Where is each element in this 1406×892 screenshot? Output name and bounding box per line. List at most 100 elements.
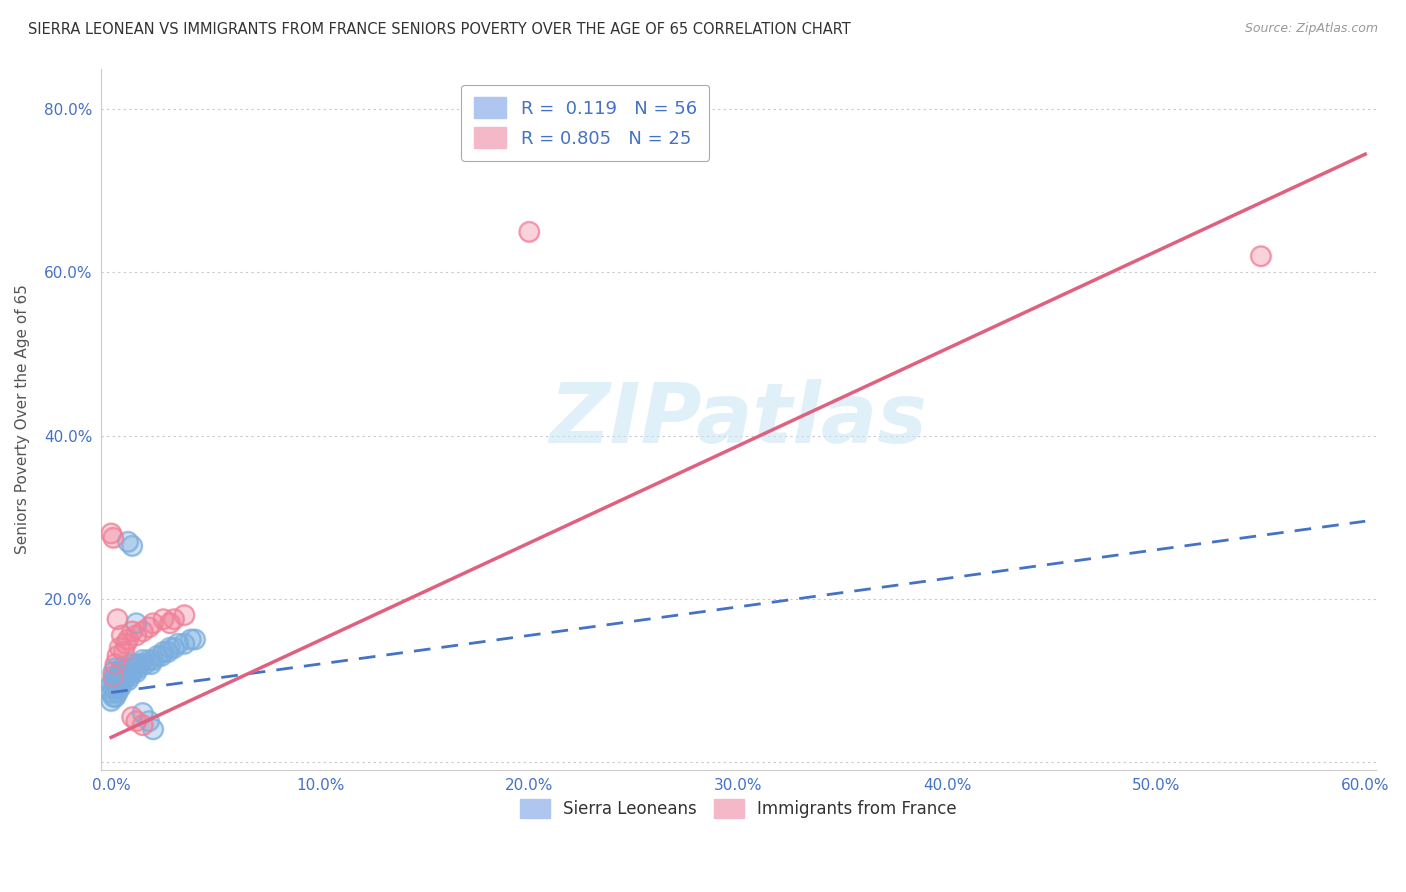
Point [150, 648, 173, 663]
Point [104, 661, 127, 675]
Point [125, 628, 148, 642]
Point [129, 657, 152, 671]
Point [111, 677, 134, 691]
Point [122, 661, 145, 675]
Point [125, 665, 148, 679]
Point [104, 681, 127, 696]
Point [103, 665, 125, 679]
Point [163, 612, 186, 626]
Point [118, 661, 141, 675]
Point [100, 685, 122, 699]
Point [150, 648, 173, 663]
Point [111, 677, 134, 691]
Point [114, 661, 136, 675]
Point [125, 657, 148, 671]
Point [114, 661, 136, 675]
Point [122, 661, 145, 675]
Point [142, 616, 165, 631]
Point [117, 665, 139, 679]
Point [156, 645, 179, 659]
Point [108, 665, 131, 679]
Point [108, 681, 131, 696]
Point [112, 645, 135, 659]
Point [152, 645, 174, 659]
Point [114, 669, 136, 683]
Point [125, 616, 148, 631]
Point [108, 640, 131, 655]
Point [111, 628, 134, 642]
Point [111, 628, 134, 642]
Point [121, 624, 143, 639]
Text: ZIPatlas: ZIPatlas [550, 379, 927, 459]
Point [107, 677, 129, 691]
Point [146, 648, 169, 663]
Point [117, 534, 139, 549]
Point [112, 673, 135, 688]
Point [1250, 249, 1272, 263]
Point [127, 661, 149, 675]
Point [121, 657, 143, 671]
Point [142, 653, 165, 667]
Point [184, 632, 207, 647]
Point [159, 640, 181, 655]
Point [117, 673, 139, 688]
Point [103, 673, 125, 688]
Point [121, 539, 143, 553]
Point [107, 669, 129, 683]
Point [121, 665, 143, 679]
Point [118, 669, 141, 683]
Point [107, 669, 129, 683]
Point [103, 690, 125, 704]
Point [163, 640, 186, 655]
Point [107, 648, 129, 663]
Point [121, 665, 143, 679]
Point [107, 685, 129, 699]
Y-axis label: Seniors Poverty Over the Age of 65: Seniors Poverty Over the Age of 65 [15, 285, 30, 554]
Point [103, 665, 125, 679]
Point [138, 620, 160, 634]
Point [111, 661, 134, 675]
Text: Source: ZipAtlas.com: Source: ZipAtlas.com [1244, 22, 1378, 36]
Point [112, 673, 135, 688]
Point [114, 636, 136, 650]
Point [138, 714, 160, 728]
Point [104, 690, 127, 704]
Point [121, 624, 143, 639]
Point [173, 607, 195, 622]
Point [111, 669, 134, 683]
Point [125, 665, 148, 679]
Point [107, 612, 129, 626]
Point [159, 640, 181, 655]
Point [108, 681, 131, 696]
Point [100, 677, 122, 691]
Point [159, 616, 181, 631]
Point [142, 723, 165, 737]
Point [100, 693, 122, 707]
Point [121, 710, 143, 724]
Point [121, 539, 143, 553]
Point [100, 526, 122, 541]
Point [108, 665, 131, 679]
Point [103, 531, 125, 545]
Point [112, 665, 135, 679]
Point [107, 648, 129, 663]
Point [104, 690, 127, 704]
Point [131, 653, 153, 667]
Point [117, 665, 139, 679]
Point [107, 685, 129, 699]
Point [104, 681, 127, 696]
Point [167, 636, 190, 650]
Point [118, 669, 141, 683]
Point [146, 648, 169, 663]
Point [125, 714, 148, 728]
Point [103, 673, 125, 688]
Point [112, 645, 135, 659]
Point [118, 661, 141, 675]
Point [112, 665, 135, 679]
Point [125, 714, 148, 728]
Point [121, 657, 143, 671]
Point [129, 657, 152, 671]
Point [104, 657, 127, 671]
Point [103, 690, 125, 704]
Text: SIERRA LEONEAN VS IMMIGRANTS FROM FRANCE SENIORS POVERTY OVER THE AGE OF 65 CORR: SIERRA LEONEAN VS IMMIGRANTS FROM FRANCE… [28, 22, 851, 37]
